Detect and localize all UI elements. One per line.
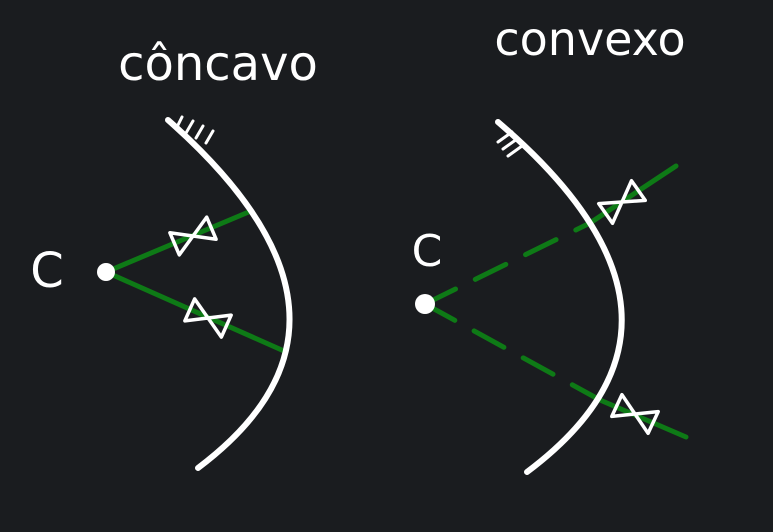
convex-mirror (495, 119, 625, 475)
concave-mirror (165, 117, 293, 471)
concave-title: côncavo (118, 36, 318, 92)
concave-mirror-hatching (174, 115, 215, 145)
concave-ray-lower (103, 269, 287, 354)
concave-arrow-incident (168, 215, 218, 257)
convex-panel: convexo C (412, 12, 689, 475)
concave-ray-upper (103, 208, 254, 275)
convex-ray-upper (587, 163, 679, 226)
convex-arrow-reflected (610, 392, 660, 436)
concave-center-point (97, 263, 115, 281)
convex-ray-lower-extension (422, 301, 603, 403)
convex-center-point (415, 294, 435, 314)
convex-mirror-hatching (496, 130, 524, 158)
concave-center-label: C (30, 243, 64, 299)
convex-center-label: C (412, 226, 443, 277)
convex-ray-lower (597, 397, 689, 440)
convex-ray-upper-extension (422, 220, 593, 307)
convex-title: convexo (494, 12, 685, 66)
convex-arrow-incident (596, 178, 648, 226)
concave-panel: côncavo C (30, 36, 318, 471)
concave-arrow-reflected (183, 297, 233, 339)
